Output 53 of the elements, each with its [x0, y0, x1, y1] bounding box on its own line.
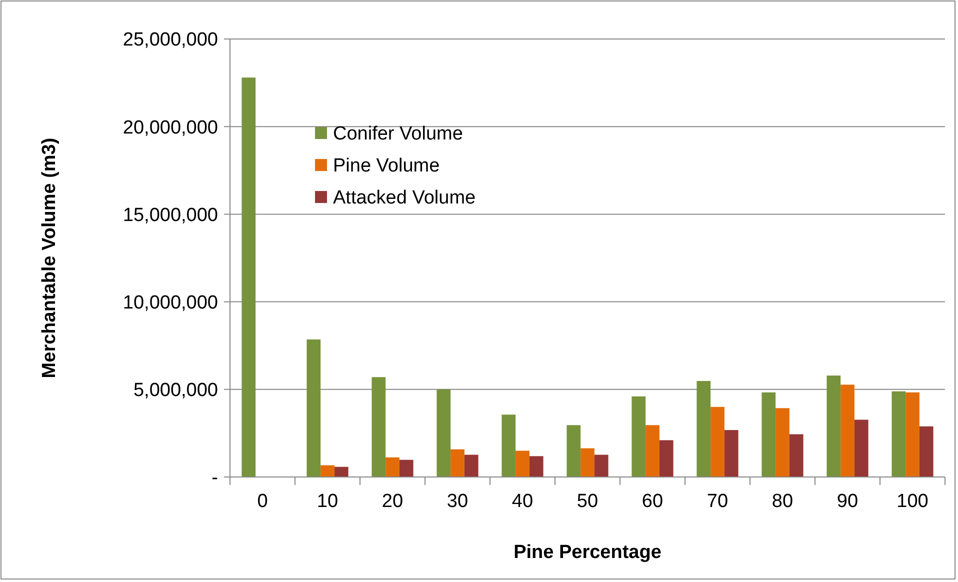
y-tick-label: 20,000,000	[122, 117, 218, 138]
bar	[776, 408, 790, 477]
bar	[372, 377, 386, 477]
bar	[892, 391, 906, 477]
bar	[696, 380, 711, 477]
x-tick-label: 30	[446, 491, 468, 512]
bar	[840, 384, 854, 477]
x-tick-label: 80	[772, 491, 794, 512]
bar	[580, 448, 594, 477]
x-tick-label: 40	[512, 491, 534, 512]
x-tick-label: 90	[836, 491, 858, 512]
bar	[566, 425, 581, 477]
y-tick-label: 25,000,000	[122, 30, 218, 51]
y-tick-label: -	[212, 468, 218, 489]
bar	[826, 376, 841, 477]
bar	[320, 465, 334, 477]
bar	[464, 454, 478, 477]
x-tick-label: 20	[382, 491, 404, 512]
bar	[762, 392, 776, 477]
bar	[516, 450, 530, 477]
bar	[399, 460, 414, 477]
bar	[436, 389, 451, 477]
bar	[906, 392, 920, 477]
bar	[789, 434, 804, 477]
bar	[919, 426, 934, 477]
y-tick-label: 15,000,000	[122, 204, 218, 226]
y-tick-label: 5,000,000	[133, 380, 218, 402]
legend-label: Conifer Volume	[333, 124, 463, 145]
bar	[502, 414, 516, 477]
legend-label: Pine Volume	[333, 156, 440, 177]
bar	[334, 466, 348, 477]
bar	[710, 406, 724, 477]
bar	[854, 420, 868, 477]
bar	[594, 454, 608, 477]
x-tick-label: 100	[896, 491, 928, 512]
y-axis-title: Merchantable Volume (m3)	[39, 138, 60, 378]
legend-label: Attacked Volume	[333, 188, 476, 209]
bar	[450, 449, 464, 477]
bar	[386, 457, 400, 477]
x-tick-label: 70	[706, 491, 728, 512]
x-tick-label: 0	[257, 491, 268, 512]
bar	[306, 339, 321, 477]
bar	[242, 78, 256, 477]
bar	[724, 430, 738, 477]
x-tick-label: 10	[316, 491, 338, 512]
bar	[659, 440, 674, 477]
y-tick-label: 10,000,000	[122, 292, 218, 314]
bar	[632, 396, 646, 477]
bar	[529, 456, 544, 477]
x-tick-label: 50	[576, 491, 598, 512]
bar	[646, 425, 660, 477]
x-axis-title: Pine Percentage	[514, 542, 662, 563]
x-tick-label: 60	[642, 491, 664, 512]
